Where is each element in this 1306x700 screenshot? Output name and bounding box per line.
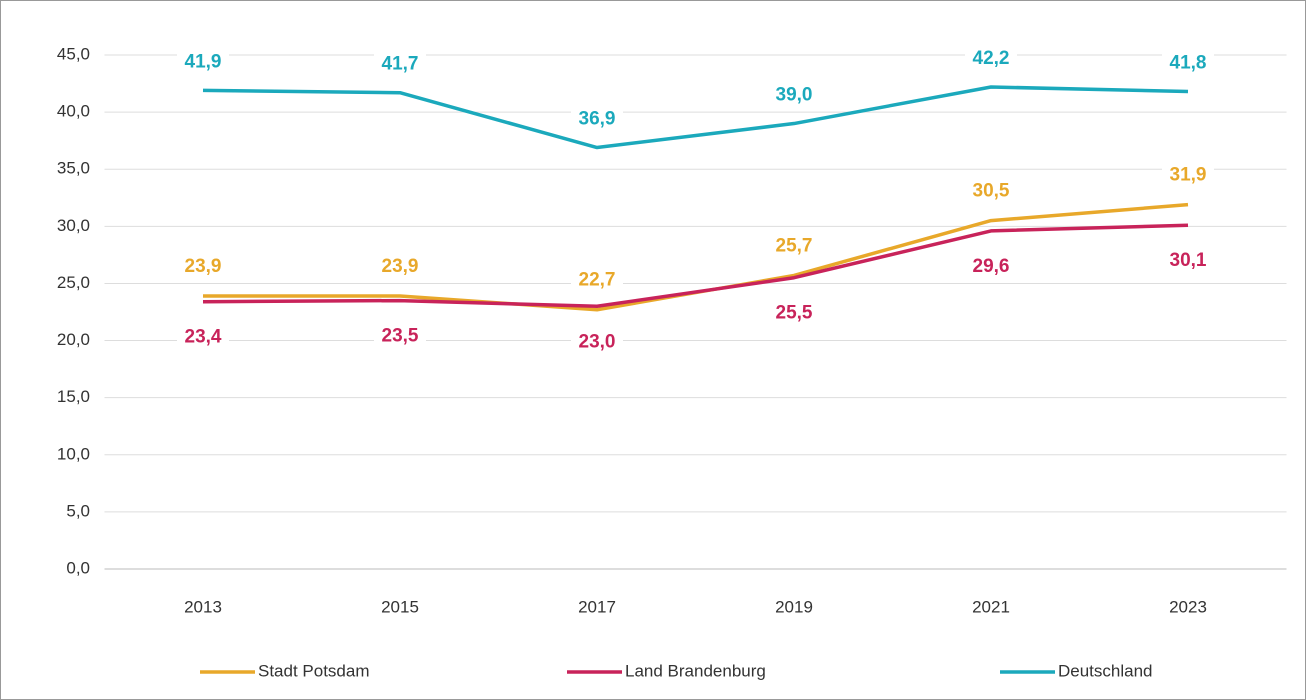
y-tick-label: 40,0	[57, 102, 90, 121]
label-bg	[1162, 163, 1214, 188]
label-bg	[965, 46, 1017, 71]
data-label: 25,5	[776, 303, 813, 324]
label-bg	[374, 52, 426, 77]
line	[202, 223, 1189, 309]
line	[202, 85, 1189, 150]
data-label: 42,2	[973, 48, 1010, 69]
y-tick-label: 5,0	[66, 501, 90, 520]
label-bg	[965, 179, 1017, 204]
y-tick-label: 15,0	[57, 387, 90, 406]
label-bg	[1162, 51, 1214, 76]
data-label: 41,8	[1170, 53, 1207, 74]
label-bg	[571, 107, 623, 132]
data-label: 30,5	[973, 181, 1010, 202]
y-tick-label: 30,0	[57, 216, 90, 235]
data-label: 31,9	[1170, 165, 1207, 186]
legend-label: Stadt Potsdam	[258, 661, 370, 680]
data-label: 25,7	[776, 235, 813, 256]
label-bg	[177, 255, 229, 280]
y-tick-label: 45,0	[57, 44, 90, 63]
legend-label: Land Brandenburg	[625, 661, 766, 680]
x-tick-label: 2013	[184, 597, 222, 616]
data-label: 39,0	[776, 85, 813, 106]
data-label: 23,9	[382, 256, 419, 277]
label-bg	[768, 234, 820, 259]
data-label: 30,1	[1170, 250, 1207, 271]
data-label: 23,4	[185, 327, 222, 348]
label-bg	[177, 325, 229, 350]
label-bg	[177, 50, 229, 75]
data-label: 41,9	[185, 51, 222, 72]
label-bg	[571, 330, 623, 355]
y-tick-label: 25,0	[57, 273, 90, 292]
data-label: 23,5	[382, 326, 419, 347]
data-label: 29,6	[973, 256, 1010, 277]
y-tick-label: 0,0	[66, 558, 90, 577]
label-bg	[1162, 249, 1214, 274]
legend-label: Deutschland	[1058, 661, 1153, 680]
x-tick-label: 2023	[1169, 597, 1207, 616]
x-tick-label: 2019	[775, 597, 813, 616]
y-tick-label: 20,0	[57, 330, 90, 349]
label-bg	[571, 268, 623, 293]
label-bg	[374, 324, 426, 349]
x-tick-label: 2015	[381, 597, 419, 616]
data-label: 23,0	[579, 331, 616, 352]
x-tick-label: 2021	[972, 597, 1010, 616]
y-tick-label: 35,0	[57, 159, 90, 178]
label-bg	[768, 83, 820, 108]
label-bg	[768, 301, 820, 326]
x-tick-label: 2017	[578, 597, 616, 616]
data-label: 23,9	[185, 256, 222, 277]
label-bg	[965, 254, 1017, 279]
data-label: 36,9	[579, 109, 616, 130]
label-bg	[374, 255, 426, 280]
data-label: 41,7	[382, 54, 419, 75]
y-tick-label: 10,0	[57, 444, 90, 463]
data-label: 22,7	[579, 270, 616, 291]
